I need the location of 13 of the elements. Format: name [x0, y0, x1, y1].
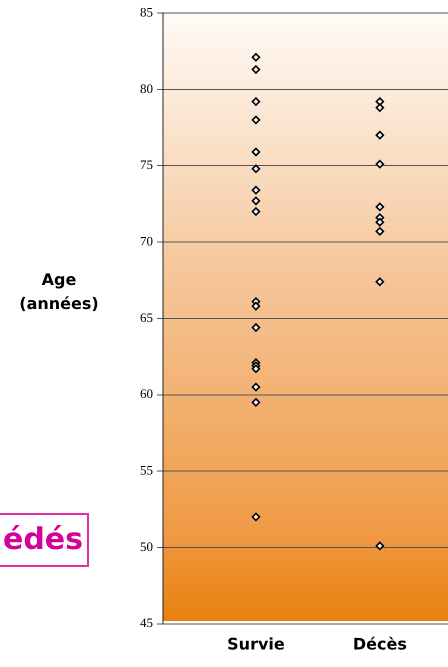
y-tick-label: 70	[140, 233, 153, 248]
y-axis-title: Age (années)	[18, 269, 100, 315]
y-tick-label: 50	[140, 538, 153, 554]
y-tick-label: 55	[140, 462, 153, 478]
x-tick-label: Décès	[352, 634, 407, 654]
y-tick-label: 65	[140, 310, 153, 325]
y-tick-label: 80	[140, 80, 153, 96]
y-tick-label: 85	[140, 4, 153, 20]
x-tick-label: Survie	[227, 634, 285, 654]
text: édés	[0, 513, 89, 567]
y-tick-label: 75	[140, 157, 153, 172]
y-tick-label: 60	[140, 386, 153, 402]
y-tick-label: 45	[140, 615, 153, 630]
